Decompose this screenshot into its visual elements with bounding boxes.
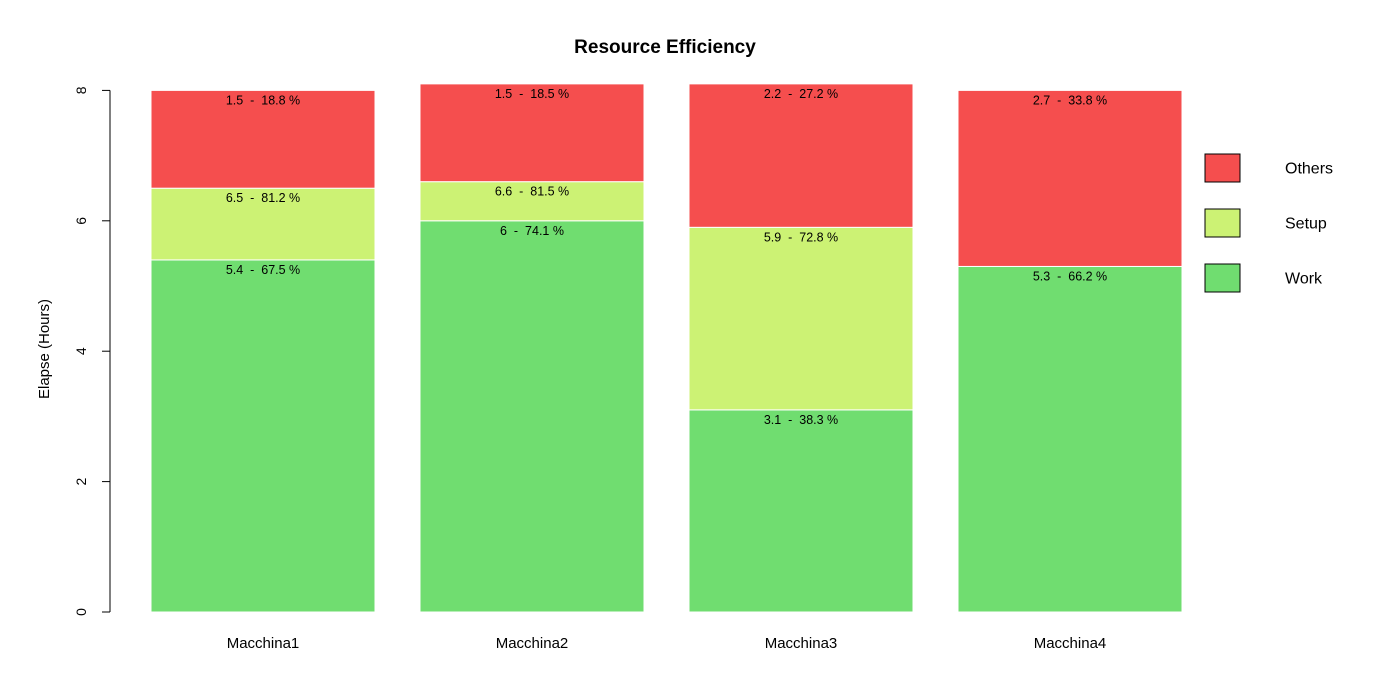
bar-segment-setup: [419, 181, 645, 222]
bar-segment-work: [419, 220, 645, 613]
bar-segment-work: [957, 265, 1183, 613]
bar-segment-others: [419, 83, 645, 183]
bar-segment-others: [688, 83, 914, 228]
legend-swatch: [1204, 263, 1241, 293]
legend-swatch: [1204, 153, 1241, 183]
bar-segment-others: [957, 89, 1183, 267]
legend-item-work: Work: [1204, 263, 1323, 293]
segment-label-others: 1.5 - 18.8 %: [226, 93, 300, 107]
bar-segment-work: [688, 409, 914, 613]
y-tick-label: 8: [73, 86, 89, 94]
segment-label-others: 1.5 - 18.5 %: [495, 87, 569, 101]
bar-segment-setup: [688, 226, 914, 411]
y-tick-label: 2: [73, 477, 89, 485]
category-label: Macchina4: [1034, 635, 1107, 652]
legend-item-others: Others: [1204, 153, 1333, 183]
legend-label: Setup: [1285, 216, 1327, 233]
segment-label-work: 5.4 - 67.5 %: [226, 263, 300, 277]
category-label: Macchina3: [765, 635, 838, 652]
y-tick-label: 6: [73, 217, 89, 225]
legend-item-setup: Setup: [1204, 208, 1327, 238]
category-label: Macchina1: [227, 635, 300, 652]
segment-label-work: 3.1 - 38.3 %: [764, 413, 838, 427]
y-axis: 0 2 4 6 8: [73, 86, 111, 616]
bar-segment-setup: [150, 187, 376, 261]
y-axis-label: Elapse (Hours): [36, 299, 53, 399]
category-labels: Macchina1 Macchina2 Macchina3 Macchina4: [227, 635, 1107, 652]
segment-label-setup: 6.6 - 81.5 %: [495, 185, 569, 199]
bar-segment-work: [150, 259, 376, 613]
category-label: Macchina2: [496, 635, 569, 652]
segment-label-work: 5.3 - 66.2 %: [1033, 269, 1107, 283]
y-tick-label: 4: [73, 347, 89, 355]
bar-segment-others: [150, 89, 376, 189]
segment-label-setup: 6.5 - 81.2 %: [226, 191, 300, 205]
segment-label-others: 2.7 - 33.8 %: [1033, 93, 1107, 107]
chart-title: Resource Efficiency: [574, 37, 756, 58]
bar-macchina3: 3.1 - 38.3 % 5.9 - 72.8 % 2.2 - 27.2 %: [688, 83, 914, 613]
bars-group: 5.4 - 67.5 % 6.5 - 81.2 % 1.5 - 18.8 % 6 - …: [150, 83, 1183, 613]
bar-macchina1: 5.4 - 67.5 % 6.5 - 81.2 % 1.5 - 18.8 %: [150, 89, 376, 613]
bar-macchina4: 5.3 - 66.2 % 2.7 - 33.8 %: [957, 89, 1183, 613]
legend: Others Setup Work: [1204, 153, 1333, 293]
legend-label: Work: [1285, 271, 1323, 288]
bar-macchina2: 6 - 74.1 % 6.6 - 81.5 % 1.5 - 18.5 %: [419, 83, 645, 613]
segment-label-setup: 5.9 - 72.8 %: [764, 230, 838, 244]
segment-label-work: 6 - 74.1 %: [500, 224, 564, 238]
y-tick-label: 0: [73, 608, 89, 616]
segment-label-others: 2.2 - 27.2 %: [764, 87, 838, 101]
legend-label: Others: [1285, 161, 1333, 178]
legend-swatch: [1204, 208, 1241, 238]
